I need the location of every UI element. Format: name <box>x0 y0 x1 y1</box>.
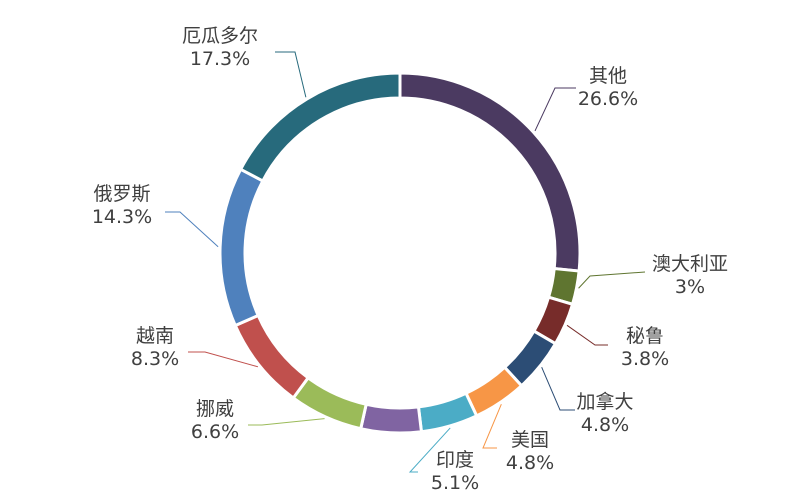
slice-percent: 5.1% <box>431 472 479 494</box>
leader-line <box>578 271 646 289</box>
slice-percent: 4.8% <box>506 452 554 474</box>
slice-label: 挪威 <box>196 398 234 420</box>
leader-lines <box>165 51 646 473</box>
donut-slice <box>416 391 479 434</box>
slice-label: 澳大利亚 <box>652 253 728 275</box>
donut-slice <box>238 71 402 183</box>
slice-label: 其他 <box>589 65 627 87</box>
slice-label: 加拿大 <box>576 390 633 413</box>
slice-label: 厄瓜多尔 <box>182 25 258 47</box>
slice-label: 印度 <box>436 449 474 471</box>
donut-slice <box>233 313 311 401</box>
leader-line <box>188 351 259 368</box>
slice-percent: 4.8% <box>581 414 629 436</box>
leader-line <box>566 324 608 346</box>
slice-percent: 6.6% <box>191 421 239 443</box>
leader-line <box>408 427 451 473</box>
leader-line <box>534 87 576 132</box>
slice-percent: 26.6% <box>578 88 638 110</box>
slice-percent: 8.3% <box>131 348 179 370</box>
donut-slices <box>218 71 582 435</box>
slice-label: 越南 <box>136 325 174 347</box>
slice-percent: 14.3% <box>92 206 152 228</box>
slice-percent: 17.3% <box>190 48 250 70</box>
leader-line <box>248 418 325 426</box>
slice-label: 俄罗斯 <box>93 183 150 205</box>
slice-label: 秘鲁 <box>626 325 664 347</box>
slice-percent: 3% <box>675 276 705 298</box>
leader-line <box>541 367 575 411</box>
leader-line <box>482 403 502 449</box>
leader-line <box>275 51 307 98</box>
slice-label: 美国 <box>511 429 549 451</box>
donut-slice <box>218 167 265 328</box>
donut-slice <box>358 402 424 435</box>
slice-labels: 其他26.6%澳大利亚3%秘鲁3.8%加拿大4.8%美国4.8%印度5.1%挪威… <box>92 25 728 494</box>
leader-line <box>165 211 219 248</box>
slice-percent: 3.8% <box>621 348 669 370</box>
donut-slice <box>398 71 582 273</box>
